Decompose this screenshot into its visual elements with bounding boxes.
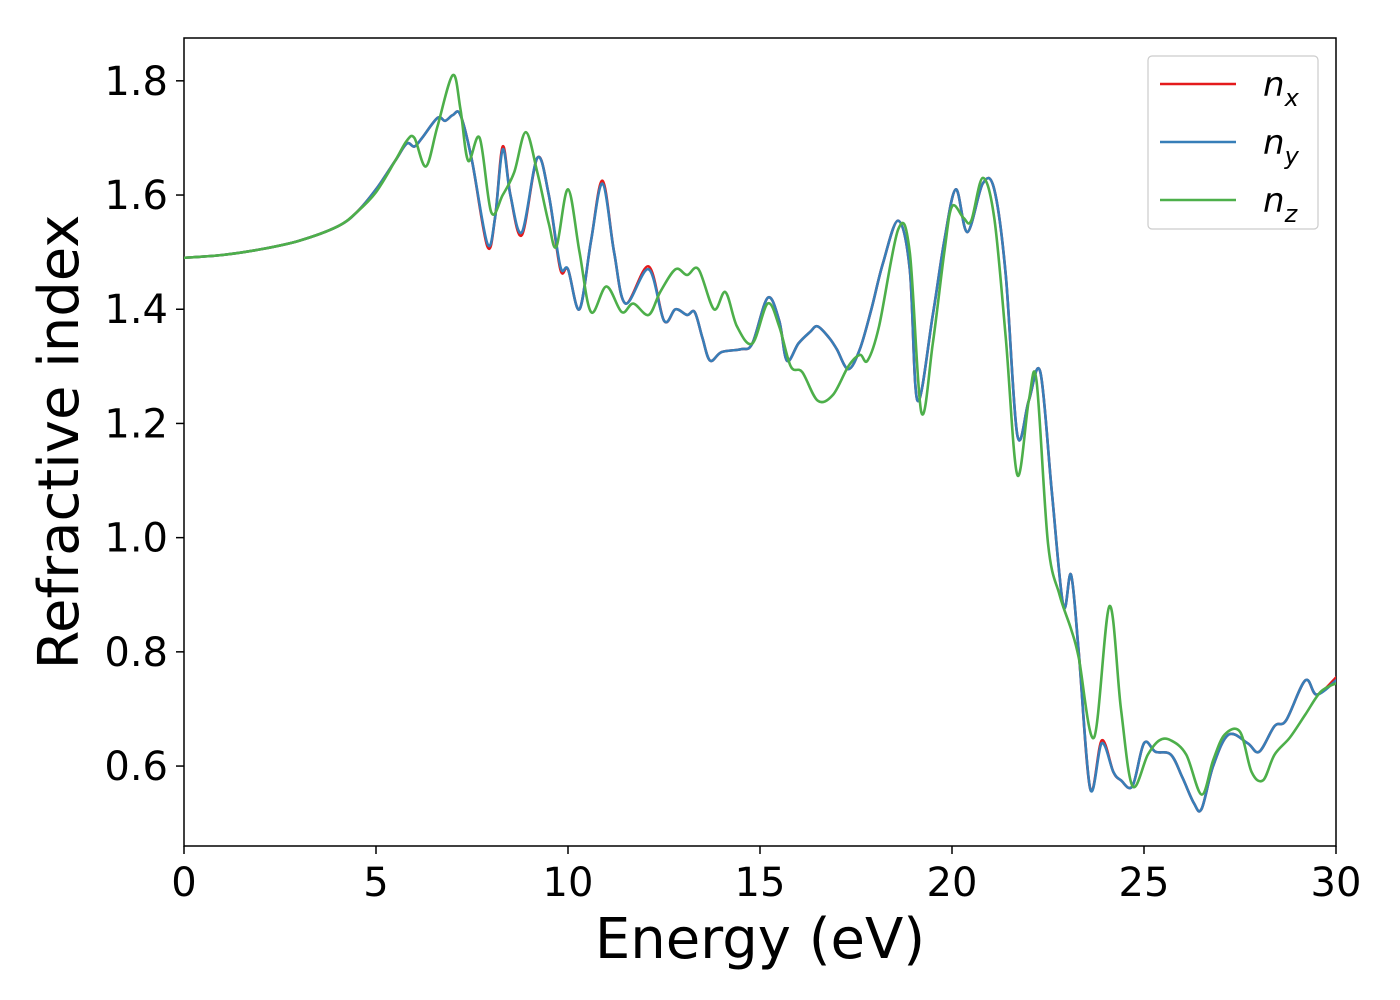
legend-label: ny [1263, 123, 1300, 170]
x-tick-label: 10 [543, 860, 594, 906]
x-tick-label: 5 [363, 860, 388, 906]
y-tick-label: 0.6 [104, 744, 168, 790]
y-tick-label: 1.8 [104, 59, 168, 105]
x-axis-ticks: 0 5 10 15 20 25 30 [171, 846, 1361, 906]
legend-label-subscript: y [1284, 142, 1300, 170]
y-axis-label: Refractive index [27, 215, 92, 670]
legend-label: nz [1263, 181, 1299, 228]
legend-entry-x: nx [1160, 65, 1300, 112]
y-tick-label: 1.4 [104, 287, 168, 333]
x-axis-label: Energy (eV) [595, 907, 925, 972]
series-line-z [184, 73, 1336, 796]
legend-label-main: n [1263, 181, 1285, 221]
series-layer [184, 73, 1336, 813]
legend-entry-z: nz [1160, 181, 1299, 228]
x-tick-label: 0 [171, 860, 196, 906]
legend-entry-y: ny [1160, 123, 1300, 170]
x-tick-label: 25 [1119, 860, 1170, 906]
series-line-y [184, 110, 1336, 813]
x-tick-label: 15 [735, 860, 786, 906]
x-tick-label: 30 [1311, 860, 1362, 906]
y-tick-label: 1.6 [104, 173, 168, 219]
legend-label: nx [1263, 65, 1300, 112]
legend-label-subscript: z [1284, 200, 1299, 228]
legend-label-main: n [1263, 123, 1285, 163]
y-tick-label: 1.2 [104, 401, 168, 447]
y-axis-ticks: 0.6 0.8 1.0 1.2 1.4 1.6 1.8 [104, 59, 184, 790]
x-tick-label: 20 [927, 860, 978, 906]
legend-label-main: n [1263, 65, 1285, 105]
plot-frame [183, 37, 1337, 847]
y-tick-label: 1.0 [104, 516, 168, 562]
y-tick-label: 0.8 [104, 630, 168, 676]
legend-label-subscript: x [1284, 84, 1300, 112]
plot-area [183, 37, 1337, 847]
